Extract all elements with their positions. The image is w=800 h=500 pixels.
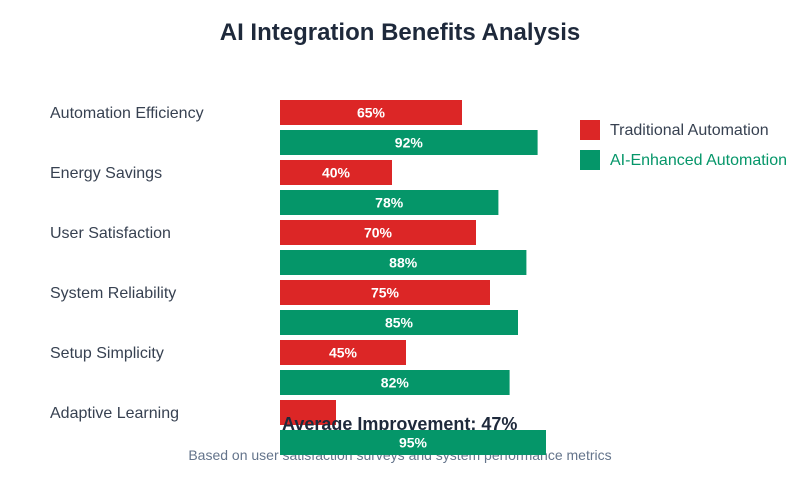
bar-value-label: 95% xyxy=(399,435,428,451)
bar-traditional xyxy=(280,400,336,425)
bar-value-label: 45% xyxy=(329,345,358,361)
bar-value-label: 82% xyxy=(381,375,410,391)
legend-swatch xyxy=(580,120,600,140)
bar-ai-enhanced xyxy=(280,190,499,215)
bar-ai-enhanced xyxy=(280,130,538,155)
category-label: Automation Efficiency xyxy=(50,105,204,122)
bar-value-label: 65% xyxy=(357,105,386,121)
bar-value-label: 92% xyxy=(395,135,424,151)
bar-traditional xyxy=(280,160,392,185)
bar-value-label: 88% xyxy=(389,255,418,271)
category-label: Energy Savings xyxy=(50,165,162,182)
bar-value-label: 40% xyxy=(322,165,351,181)
chart-title: AI Integration Benefits Analysis xyxy=(220,19,581,46)
bar-value-label: 70% xyxy=(364,225,393,241)
category-label: Setup Simplicity xyxy=(50,345,164,362)
bar-value-label: 85% xyxy=(385,315,414,331)
bar-ai-enhanced xyxy=(280,430,546,455)
bar-traditional xyxy=(280,100,462,125)
series-traditional: 65% 40% 70% 75% 45% xyxy=(280,100,490,425)
category-label: Adaptive Learning xyxy=(50,405,179,422)
bar-ai-enhanced xyxy=(280,310,518,335)
legend-swatch xyxy=(580,150,600,170)
category-label: User Satisfaction xyxy=(50,225,171,242)
bar-value-label: 75% xyxy=(371,285,400,301)
bar-value-label: 78% xyxy=(375,195,404,211)
bar-traditional xyxy=(280,280,490,305)
bar-traditional xyxy=(280,220,476,245)
legend-label: Traditional Automation xyxy=(610,122,769,139)
legend-label: AI-Enhanced Automation xyxy=(610,152,787,169)
bar-ai-enhanced xyxy=(280,370,510,395)
bar-traditional xyxy=(280,340,406,365)
legend: Traditional Automation AI-Enhanced Automa… xyxy=(580,120,787,170)
series-ai-enhanced: 92% 78% 88% 85% 82% 95% xyxy=(280,130,546,455)
category-labels: Automation Efficiency Energy Savings User … xyxy=(50,105,204,422)
category-label: System Reliability xyxy=(50,285,176,302)
average-improvement-annotation: Average Improvement: 47% xyxy=(282,414,517,434)
bar-ai-enhanced xyxy=(280,250,527,275)
